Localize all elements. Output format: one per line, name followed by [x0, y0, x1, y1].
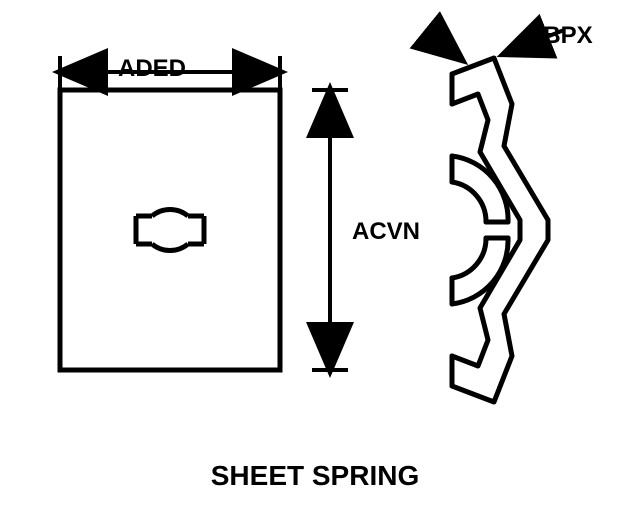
diagram-svg [0, 0, 630, 530]
diagram-container: ADED ACVN ABPX SHEET SPRING [0, 0, 630, 530]
side-view [452, 58, 548, 402]
diagram-title: SHEET SPRING [0, 460, 630, 492]
label-abpx: ABPX [526, 22, 593, 50]
center-hole [98, 202, 204, 258]
front-rect [60, 90, 280, 370]
label-aded: ADED [118, 55, 186, 83]
label-acvn: ACVN [352, 218, 420, 246]
dim-acvn [312, 90, 348, 370]
